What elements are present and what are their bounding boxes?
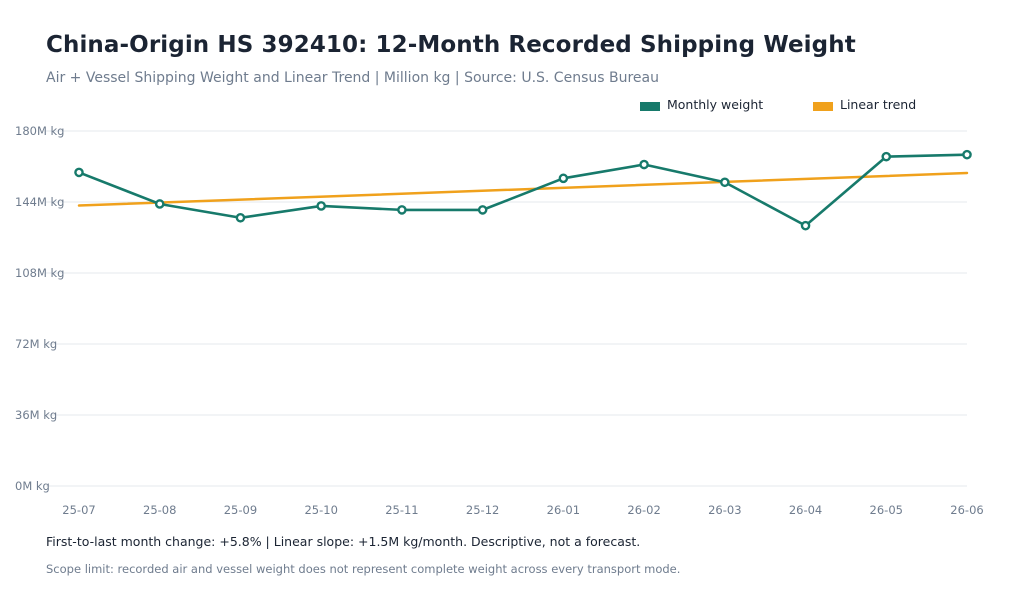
legend: Monthly weight Linear trend bbox=[0, 97, 1024, 115]
x-tick-label: 26-02 bbox=[627, 503, 660, 517]
data-point bbox=[397, 205, 407, 215]
x-tick-label: 26-06 bbox=[950, 503, 983, 517]
x-tick-label: 25-07 bbox=[62, 503, 95, 517]
x-tick-label: 26-05 bbox=[870, 503, 903, 517]
data-point bbox=[962, 149, 972, 160]
x-tick-label: 25-11 bbox=[385, 503, 418, 517]
x-tick-label: 25-10 bbox=[304, 503, 337, 517]
data-point bbox=[720, 177, 730, 188]
data-point bbox=[74, 167, 84, 178]
scope-note: Scope limit: recorded air and vessel wei… bbox=[46, 562, 681, 576]
y-tick-label: 72M kg bbox=[15, 337, 57, 351]
legend-label-trend: Linear trend bbox=[840, 97, 917, 112]
x-tick-label: 26-03 bbox=[708, 503, 741, 517]
legend-swatch-monthly bbox=[640, 101, 660, 111]
data-point bbox=[800, 220, 811, 231]
legend-item-monthly: Monthly weight bbox=[640, 97, 763, 112]
legend-swatch-trend bbox=[813, 101, 833, 111]
data-point bbox=[235, 212, 246, 223]
y-tick-label: 0M kg bbox=[15, 479, 50, 493]
x-tick-label: 25-08 bbox=[143, 503, 176, 517]
data-point bbox=[477, 205, 488, 215]
x-tick-label: 25-09 bbox=[224, 503, 257, 517]
data-point bbox=[316, 201, 326, 211]
x-tick-label: 26-04 bbox=[789, 503, 822, 517]
y-tick-label: 144M kg bbox=[15, 195, 65, 209]
summary-note: First-to-last month change: +5.8% | Line… bbox=[46, 534, 641, 549]
x-tick-label: 25-12 bbox=[466, 503, 499, 517]
monthly-weight-line bbox=[77, 153, 969, 227]
data-point bbox=[881, 151, 892, 162]
trend-line bbox=[77, 171, 969, 207]
y-tick-label: 108M kg bbox=[15, 266, 65, 280]
x-tick-label: 26-01 bbox=[547, 503, 580, 517]
chart-title: China-Origin HS 392410: 12-Month Recorde… bbox=[46, 32, 856, 58]
data-point bbox=[154, 199, 165, 209]
data-point bbox=[558, 173, 569, 184]
y-tick-label: 180M kg bbox=[15, 124, 65, 138]
data-point bbox=[639, 159, 649, 170]
y-tick-label: 36M kg bbox=[15, 408, 57, 422]
chart-subtitle: Air + Vessel Shipping Weight and Linear … bbox=[46, 70, 659, 86]
legend-item-trend: Linear trend bbox=[813, 97, 916, 112]
legend-label-monthly: Monthly weight bbox=[667, 97, 764, 112]
